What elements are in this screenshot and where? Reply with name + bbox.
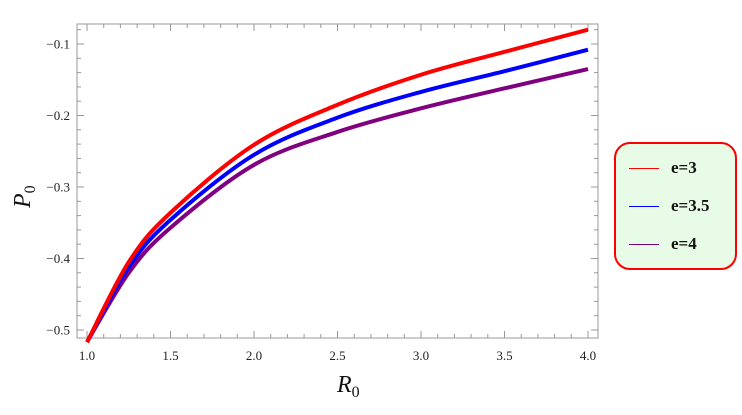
legend-swatch-e3 — [629, 167, 659, 169]
x-tick-label: 4.0 — [580, 348, 596, 363]
axis-ticks — [77, 24, 598, 338]
curve-e-3-5 — [85, 47, 589, 344]
plot-frame — [76, 23, 599, 339]
x-tick-label: 1.0 — [79, 348, 95, 363]
x-tick-label: 2.0 — [246, 348, 262, 363]
x-tick-label: 3.5 — [496, 348, 512, 363]
data-curves — [85, 27, 589, 344]
x-tick-label: 3.0 — [413, 348, 429, 363]
x-tick-labels: 1.0 1.5 2.0 2.5 3.0 3.5 4.0 — [79, 348, 596, 363]
x-tick-label: 1.5 — [162, 348, 178, 363]
legend-swatch-e3-5 — [629, 205, 659, 207]
legend-label-e4: e=4 — [671, 234, 697, 253]
legend: e=3 e=3.5 e=4 — [614, 142, 737, 270]
legend-item-e3: e=3 — [616, 156, 735, 180]
legend-label-e3-5: e=3.5 — [671, 196, 710, 215]
x-tick-label: 2.5 — [329, 348, 345, 363]
curve-e-3 — [85, 27, 589, 344]
curve-e-4 — [85, 67, 589, 344]
legend-item-e4: e=4 — [616, 232, 735, 256]
y-tick-label: −0.5 — [46, 323, 70, 338]
y-tick-label: −0.3 — [46, 180, 70, 195]
legend-item-e3-5: e=3.5 — [616, 194, 735, 218]
y-axis-label-group: P0 — [10, 185, 39, 209]
y-axis-label: P0 — [10, 185, 39, 209]
y-tick-label: −0.2 — [46, 108, 70, 123]
legend-swatch-e4 — [629, 243, 659, 245]
y-tick-label: −0.1 — [46, 37, 70, 52]
y-tick-labels: −0.1 −0.2 −0.3 −0.4 −0.5 — [46, 37, 70, 338]
x-axis-label: R0 — [336, 372, 360, 401]
y-tick-label: −0.4 — [46, 251, 70, 266]
legend-label-e3: e=3 — [671, 158, 697, 177]
